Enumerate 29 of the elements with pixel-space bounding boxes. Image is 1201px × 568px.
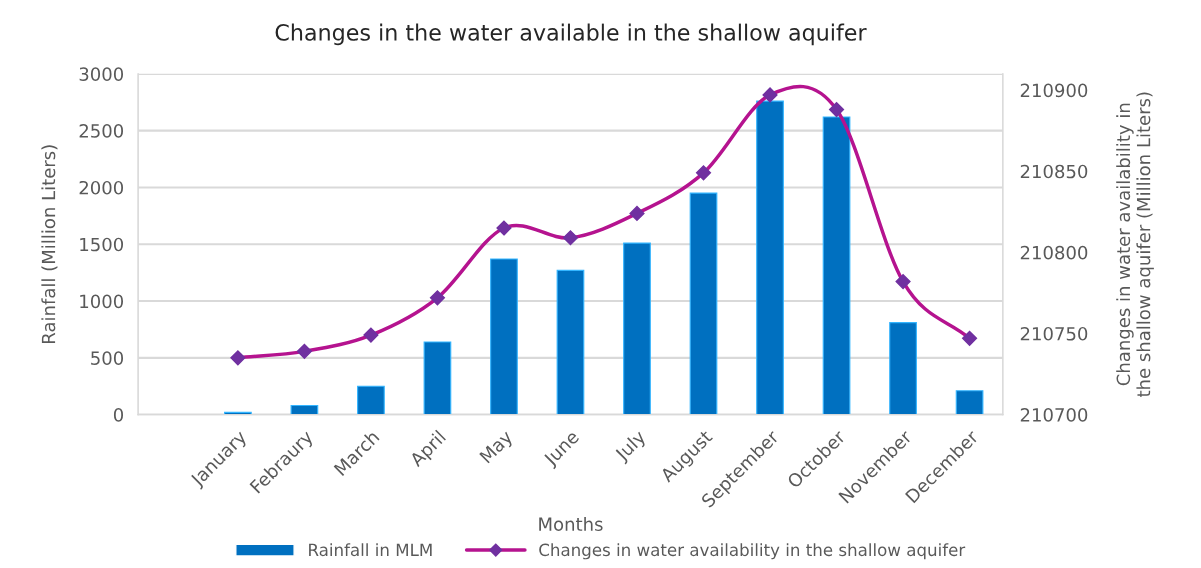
bar — [556, 269, 585, 415]
y-tick-label: 2500 — [79, 124, 124, 138]
y2-tick-label: 210900 — [1020, 83, 1088, 98]
bar — [623, 242, 651, 415]
bar — [490, 258, 518, 415]
legend-label: Changes in water availability in the shallow aquifer — [539, 543, 966, 560]
y-tick-label: 1000 — [80, 294, 124, 309]
bar — [423, 341, 452, 415]
bar — [290, 404, 319, 415]
y-tick-label: 0 — [113, 408, 124, 422]
y-tick-label: 1500 — [80, 237, 124, 252]
y2-tick-label: 210750 — [1020, 326, 1088, 341]
bar — [822, 116, 851, 415]
y-tick-label: 2000 — [79, 180, 124, 195]
y2-tick-label: 210700 — [1020, 408, 1088, 422]
x-axis-title: Months — [539, 517, 603, 531]
bar — [357, 385, 385, 415]
y2-tick-label: 210800 — [1020, 245, 1088, 260]
y2-tick-label: 210850 — [1020, 164, 1088, 179]
legend-label: Rainfall in MLM — [309, 543, 432, 557]
y-axis-title: Rainfall (Million Liters) — [41, 145, 58, 343]
y2-axis-title: Changes in water availability in the shallow aquifer (Million Liters) — [1116, 92, 1154, 398]
bar — [756, 100, 784, 415]
y-tick-label: 500 — [91, 351, 124, 365]
y-tick-label: 3000 — [79, 67, 124, 81]
bar — [955, 390, 984, 415]
chart-title: Changes in the water available in the shallow aquifer — [275, 23, 867, 46]
bar — [889, 322, 917, 415]
bar — [689, 192, 718, 415]
